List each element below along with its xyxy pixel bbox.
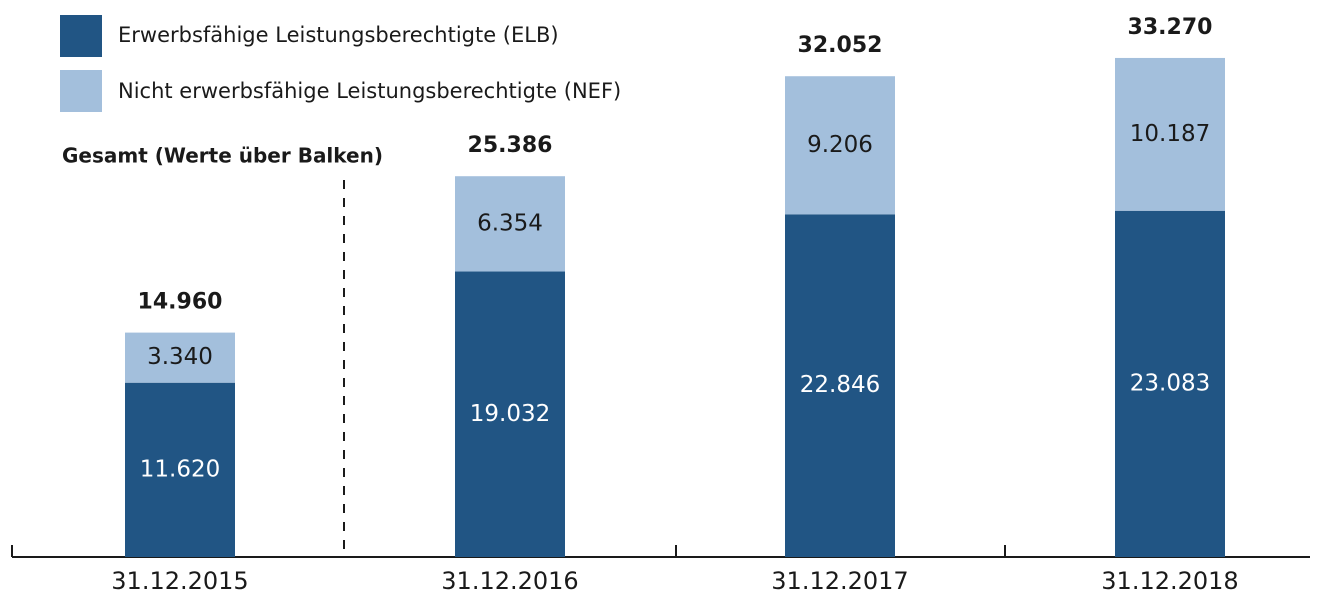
value-label: 22.846 [800, 372, 880, 398]
annotation: Gesamt (Werte über Balken) [62, 144, 383, 168]
x-tick-label: 31.12.2018 [1101, 567, 1238, 595]
value-label: 11.620 [140, 456, 220, 482]
bar-segment [455, 176, 565, 272]
x-tick-label: 31.12.2015 [111, 567, 248, 595]
value-label: 10.187 [1130, 121, 1210, 147]
bar-segment [125, 332, 235, 383]
total-label: 33.270 [1128, 15, 1213, 40]
total-label: 32.052 [798, 33, 883, 58]
legend-label: Nicht erwerbsfähige Leistungsberechtigte… [118, 79, 621, 103]
legend-swatch [60, 70, 102, 112]
value-label: 9.206 [807, 132, 873, 158]
bar-segment [1115, 57, 1225, 211]
value-label: 19.032 [470, 401, 550, 427]
total-label: 14.960 [138, 290, 223, 315]
bar-segment [785, 76, 895, 215]
bar-segment [1115, 210, 1225, 557]
x-tick-label: 31.12.2017 [771, 567, 908, 595]
value-label: 6.354 [477, 210, 543, 236]
total-label: 25.386 [468, 133, 553, 158]
value-label: 3.340 [147, 344, 213, 370]
legend-swatch [60, 15, 102, 57]
bar-segment [455, 271, 565, 557]
bar-segment [125, 382, 235, 557]
x-tick-label: 31.12.2016 [441, 567, 578, 595]
legend-label: Erwerbsfähige Leistungsberechtigte (ELB) [118, 23, 559, 47]
bar-segment [785, 214, 895, 557]
value-label: 23.083 [1130, 370, 1210, 396]
